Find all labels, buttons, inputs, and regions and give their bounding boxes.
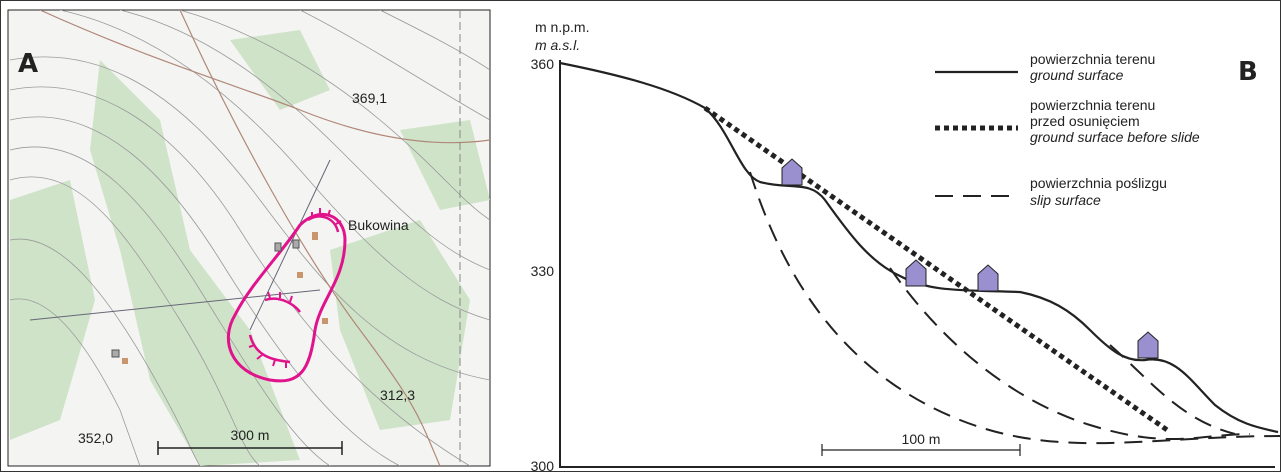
building bbox=[312, 232, 318, 240]
building bbox=[122, 358, 128, 364]
axis-unit-en: m a.s.l. bbox=[535, 37, 580, 53]
spot-height: 352,0 bbox=[78, 430, 113, 446]
scale-label: 100 m bbox=[902, 431, 941, 447]
spot-height: 369,1 bbox=[352, 90, 387, 106]
panel-label: A bbox=[18, 49, 38, 79]
scale-label: 300 m bbox=[231, 427, 270, 443]
axis-unit: m n.p.m. bbox=[535, 19, 589, 35]
legend-label: slip surface bbox=[1030, 192, 1101, 208]
building bbox=[293, 240, 299, 248]
building bbox=[275, 243, 281, 251]
legend-label: powierzchnia terenu bbox=[1030, 51, 1155, 67]
spot-height: 312,3 bbox=[380, 387, 415, 403]
y-tick-label: 330 bbox=[531, 263, 555, 279]
panel-label: B bbox=[1238, 57, 1258, 87]
building bbox=[297, 272, 303, 278]
building bbox=[112, 350, 119, 357]
y-tick-label: 300 bbox=[531, 458, 555, 472]
y-tick-label: 360 bbox=[531, 56, 555, 72]
legend-label: powierzchnia poślizgu bbox=[1030, 175, 1167, 191]
map-panel: A Bukowina 369,1 312,3 352,0 300 m bbox=[8, 10, 490, 466]
legend-label: ground surface bbox=[1030, 67, 1124, 83]
legend-label: przed osunięciem bbox=[1030, 113, 1140, 129]
place-label: Bukowina bbox=[348, 217, 409, 233]
legend-label: powierzchnia terenu bbox=[1030, 97, 1155, 113]
building bbox=[322, 318, 328, 324]
figure: A Bukowina 369,1 312,3 352,0 300 m m n.p… bbox=[0, 0, 1281, 472]
legend-label: ground surface before slide bbox=[1030, 129, 1200, 145]
